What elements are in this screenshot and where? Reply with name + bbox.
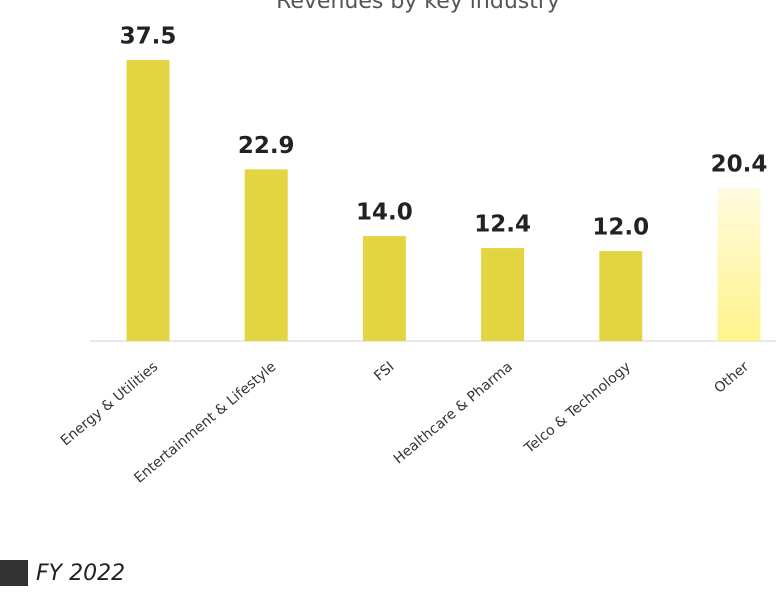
x-tick-label: Entertainment & Lifestyle	[131, 359, 279, 487]
value-label: 12.0	[592, 215, 649, 241]
bar	[717, 188, 761, 341]
x-tick-label: Other	[711, 359, 752, 397]
value-label: 37.5	[120, 24, 177, 50]
bar	[599, 251, 643, 341]
x-tick-label: Healthcare & Pharma	[391, 359, 516, 468]
value-label: 12.4	[474, 212, 531, 238]
legend-label: FY 2022	[36, 561, 125, 586]
chart-title: Revenues by key industry	[276, 0, 560, 14]
value-label: 22.9	[238, 133, 295, 159]
x-tick-label: Energy & Utilities	[58, 359, 161, 449]
legend-swatch	[0, 560, 28, 586]
bar	[126, 60, 170, 341]
bar	[244, 169, 288, 341]
x-tick-label: Telco & Technology	[521, 359, 634, 458]
bar	[481, 248, 525, 341]
x-tick-label: FSI	[371, 359, 397, 385]
value-label: 14.0	[356, 200, 413, 226]
bar	[362, 236, 406, 341]
value-label: 20.4	[711, 152, 768, 178]
